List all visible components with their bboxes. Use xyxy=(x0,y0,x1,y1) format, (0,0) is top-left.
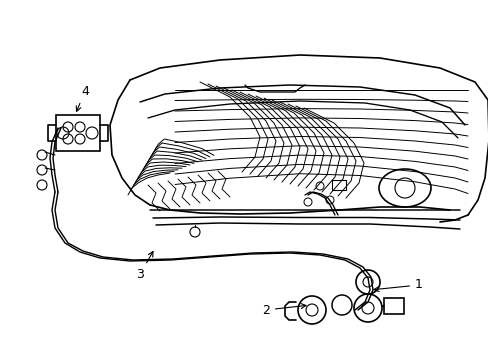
Text: 2: 2 xyxy=(262,303,305,316)
Text: 3: 3 xyxy=(136,252,153,281)
Text: 1: 1 xyxy=(373,279,422,292)
Text: 4: 4 xyxy=(76,85,89,111)
